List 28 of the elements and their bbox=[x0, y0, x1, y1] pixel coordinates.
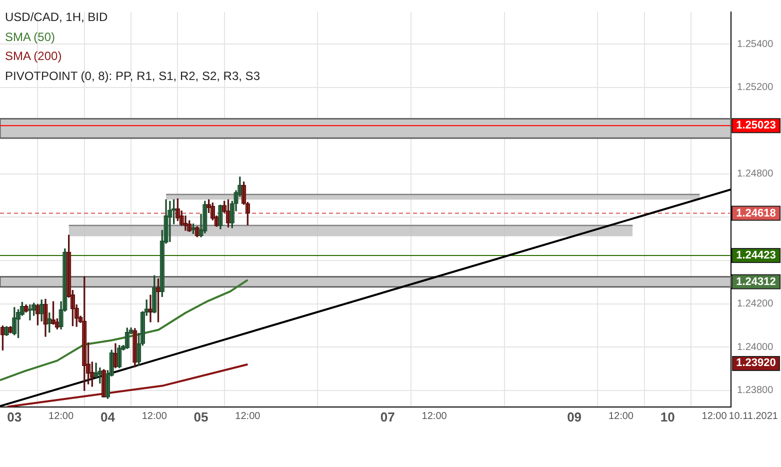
x-tick-label: 03 bbox=[7, 409, 22, 424]
y-tick-label: 1.24800 bbox=[737, 168, 774, 180]
x-tick-label: 12:00 bbox=[608, 410, 634, 422]
x-tick-label: 12:00 bbox=[702, 410, 728, 422]
x-tick-label: 10 bbox=[660, 409, 675, 424]
x-tick-label: 12:00 bbox=[235, 410, 261, 422]
annotation: PIVOTPOINT (0, 8): PP, R1, S1, R2, S2, R3, S3 bbox=[5, 68, 260, 84]
x-tick-label: 07 bbox=[380, 409, 395, 424]
y-tick-label: 1.23800 bbox=[737, 385, 774, 396]
text: 10.11.2021 bbox=[728, 411, 778, 422]
text: SMA (50) bbox=[5, 28, 56, 46]
ref-line-label: 1.24423 bbox=[736, 250, 776, 262]
chart-title: USD/CAD, 1H, BID bbox=[5, 9, 109, 26]
y-tick-label: 1.25200 bbox=[737, 82, 774, 94]
ref-line-label: 1.24618 bbox=[736, 207, 776, 220]
y-tick-label: 1.24000 bbox=[737, 342, 774, 353]
text: 1.23920 bbox=[733, 357, 779, 370]
x-tick-label: 04 bbox=[100, 409, 116, 424]
y-tick-label: 1.24200 bbox=[737, 298, 774, 310]
x-tick-label: 12:00 bbox=[422, 410, 448, 422]
band-label: 1.24312 bbox=[736, 276, 776, 288]
text: SMA (200) bbox=[5, 48, 63, 65]
x-tick-label: 12:00 bbox=[48, 410, 74, 422]
x-tick-label: 09 bbox=[567, 409, 582, 424]
x-tick-label: 12:00 bbox=[142, 410, 168, 422]
y-tick-label: 1.25400 bbox=[737, 38, 774, 50]
x-tick-label: 05 bbox=[194, 409, 208, 424]
ref-line-label: 1.25023 bbox=[736, 120, 776, 132]
